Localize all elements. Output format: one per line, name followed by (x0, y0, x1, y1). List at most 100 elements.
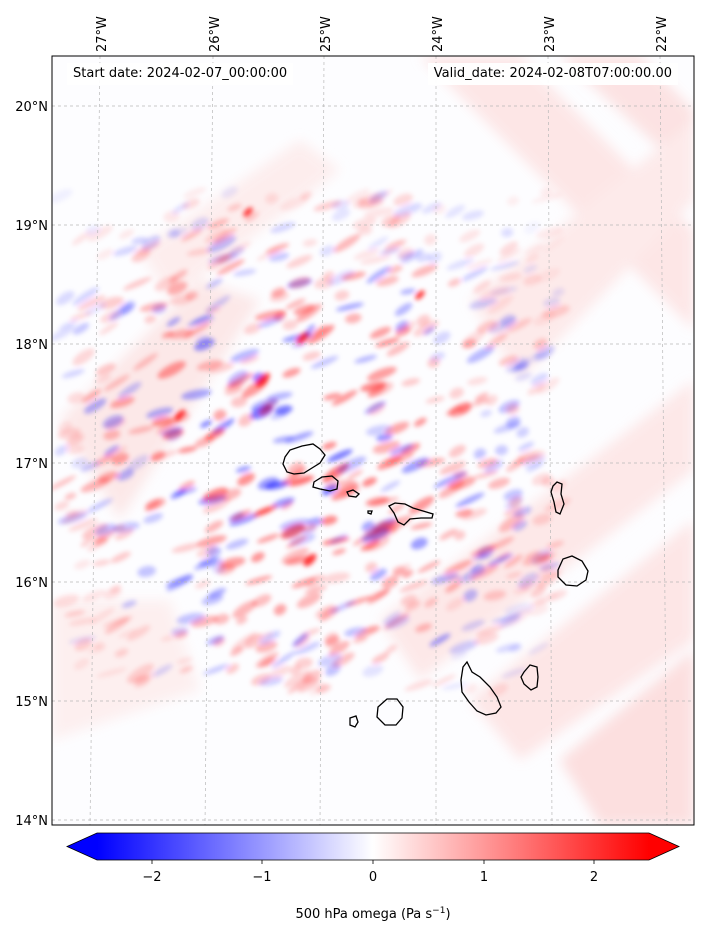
gridlines (52, 55, 694, 826)
omega-cell (532, 513, 552, 526)
island-maio (520, 664, 539, 691)
omega-cell (507, 196, 519, 206)
meridian-23w (547, 55, 553, 826)
colorbar-tick-label: −2 (142, 870, 161, 885)
omega-cell (285, 298, 306, 310)
omega-cell (367, 382, 394, 397)
omega-cell (190, 615, 218, 628)
omega-cell (423, 326, 435, 336)
omega-cell (331, 199, 350, 210)
omega-cell (425, 396, 445, 404)
lon-label-26w: 26°W (208, 16, 223, 52)
omega-cell (227, 203, 242, 212)
omega-cell (505, 458, 525, 473)
omega-cell (269, 292, 290, 302)
omega-cell (518, 441, 535, 452)
omega-cell (424, 597, 438, 608)
omega-cell (80, 477, 111, 493)
omega-cell (202, 487, 228, 502)
omega-cell (354, 355, 378, 364)
omega-cell (205, 295, 231, 314)
omega-cell (352, 217, 377, 230)
omega-cell (259, 630, 281, 645)
omega-cell (272, 497, 295, 508)
omega-cell (386, 341, 410, 357)
colorbar-tick-label: 0 (369, 870, 377, 885)
omega-cell (400, 249, 424, 264)
omega-cell (409, 496, 435, 514)
omega-cell (455, 492, 485, 508)
omega-cell (413, 417, 427, 427)
omega-cell (86, 498, 113, 514)
omega-cell (224, 386, 243, 395)
omega-cell (283, 670, 311, 688)
omega-cell (365, 496, 389, 507)
omega-cell (232, 600, 257, 618)
omega-cell (87, 225, 113, 242)
omega-cell (536, 268, 561, 283)
omega-cell (166, 428, 182, 441)
omega-cell (448, 444, 466, 458)
omega-cell (295, 303, 322, 323)
omega-cell (68, 518, 99, 532)
omega-cell (265, 193, 279, 204)
omega-cell (116, 469, 134, 481)
omega-cell (341, 271, 366, 281)
omega-cell (473, 448, 487, 460)
omega-cell (102, 415, 124, 429)
omega-cell (477, 458, 498, 469)
omega-cell (546, 540, 564, 549)
colorbar-extend-min (67, 833, 97, 860)
omega-cell (327, 449, 353, 463)
omega-cell (111, 452, 129, 465)
omega-cell (157, 361, 186, 379)
omega-cell (499, 612, 522, 628)
omega-cell (195, 579, 211, 589)
omega-cell (66, 433, 84, 447)
omega-cell (479, 286, 510, 300)
omega-cell (506, 571, 522, 579)
omega-cell (365, 424, 392, 436)
omega-cell (362, 664, 384, 677)
omega-cell (453, 530, 466, 541)
omega-cell (470, 563, 499, 580)
omega-cell (216, 259, 245, 276)
omega-cell (528, 604, 549, 616)
omega-cell (186, 248, 211, 256)
omega-cell (474, 632, 499, 645)
omega-cell (57, 427, 81, 440)
omega-cell (382, 611, 402, 625)
omega-cell (403, 321, 416, 332)
omega-cell (170, 488, 187, 499)
omega-cell (331, 390, 358, 406)
omega-cell (367, 588, 391, 605)
omega-cell (375, 337, 400, 348)
omega-cell (307, 517, 324, 527)
omega-cell (337, 456, 367, 473)
omega-cell (485, 332, 508, 350)
omega-cell (244, 323, 262, 335)
omega-cell (392, 566, 406, 576)
omega-cell (82, 388, 102, 403)
omega-cell (551, 479, 567, 492)
omega-cell (424, 234, 437, 246)
omega-cell (536, 377, 560, 394)
omega-cell (380, 480, 401, 493)
lat-label-19n: 19°N (15, 219, 48, 234)
omega-cell (396, 252, 414, 259)
omega-cell (251, 552, 265, 563)
omega-cell (529, 599, 548, 607)
omega-cell (73, 658, 90, 670)
omega-cell (517, 572, 539, 589)
omega-cell (470, 544, 497, 557)
omega-cell (102, 616, 134, 628)
omega-cell (461, 266, 489, 282)
omega-cell (541, 305, 570, 319)
omega-cell (536, 572, 559, 588)
omega-cell (284, 556, 312, 566)
omega-cell (531, 472, 551, 486)
omega-cell (393, 193, 413, 206)
omega-cell (118, 381, 142, 399)
omega-cell (256, 248, 280, 261)
omega-cell (71, 457, 89, 469)
